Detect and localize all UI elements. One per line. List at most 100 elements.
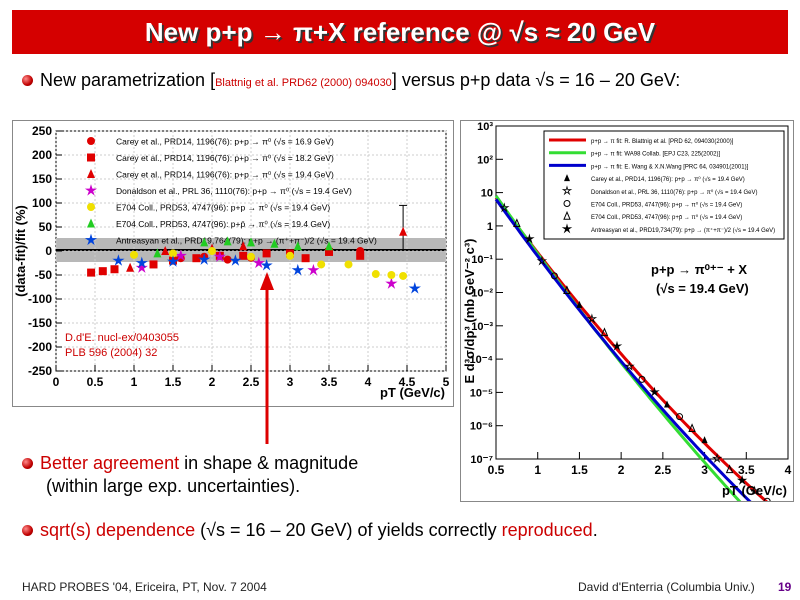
x-tick-label: 3.5 — [738, 463, 755, 477]
marker-triangle-open — [563, 210, 571, 220]
marker-square — [239, 251, 248, 260]
marker-triangle — [153, 248, 162, 258]
intro-suffix: ] versus p+p data √s = 16 – 20 GeV: — [391, 70, 681, 90]
y-tick-label: -50 — [35, 268, 53, 282]
spectrum-annotation-1: p+p → π⁰⁺⁻ + X — [651, 262, 747, 277]
x-tick-label: 1 — [534, 463, 541, 477]
y-tick-label: -100 — [28, 292, 52, 306]
intro-prefix: New parametrization [ — [40, 70, 216, 90]
x-tick-label: 2 — [618, 463, 625, 477]
marker-square — [110, 265, 119, 274]
residual-legend: Carey et al., PRD14, 1196(76): p+p → π⁰ … — [84, 137, 377, 246]
marker-star — [213, 250, 226, 262]
marker-triangle — [87, 169, 95, 178]
marker-triangle-open — [688, 423, 696, 433]
x-tick-label: 3.5 — [321, 375, 338, 389]
residual-ticks: 0 0.5 1 1.5 2 2.5 3 3.5 4 4.5 5 250 200 150 100 50 0 -50 -… — [28, 124, 450, 389]
legend-entry: E704 Coll., PRD53, 4747(96): p+p → π⁰ (√… — [116, 203, 330, 213]
marker-circle — [208, 247, 216, 255]
y-tick-label: 200 — [32, 148, 52, 162]
marker-triangle — [223, 236, 232, 246]
bullet3-highlight2: reproduced — [501, 520, 593, 540]
marker-star — [260, 259, 273, 271]
x-tick-label: 0.5 — [488, 463, 505, 477]
spectrum-plot-panel: 0.5 1 1.5 2 2.5 3 3.5 4 10³ 10² 10 1 10⁻¹ 10⁻² 10⁻³ 10⁻… — [460, 120, 794, 554]
bullet3-highlight: sqrt(s) dependence — [40, 520, 196, 540]
marker-star — [611, 340, 623, 351]
marker-triangle — [200, 237, 209, 247]
marker-square — [301, 254, 310, 263]
legend-entry: Donaldson et al., PRL 36, 1110(76): p+p … — [116, 186, 352, 196]
marker-circle-open — [676, 413, 684, 421]
marker-triangle — [701, 436, 708, 444]
spectrum-ticks: 0.5 1 1.5 2 2.5 3 3.5 4 10³ 10² 10 1 10⁻¹ 10⁻² 10⁻³ 10⁻… — [470, 121, 792, 477]
x-tick-label: 5 — [443, 375, 450, 389]
bullet2-line1: Better agreement in shape & magnitude — [40, 453, 358, 474]
residual-plot-panel: 0 0.5 1 1.5 2 2.5 3 3.5 4 4.5 5 250 200 150 100 50 0 -50 -… — [12, 120, 454, 407]
marker-star — [291, 263, 304, 276]
marker-circle — [247, 252, 255, 261]
marker-circle — [399, 271, 408, 280]
marker-triangle-open — [563, 285, 571, 295]
marker-star — [736, 474, 748, 485]
marker-circle — [387, 271, 396, 279]
marker-square — [87, 153, 95, 162]
footer-right: David d'Enterria (Columbia Univ.) — [578, 580, 755, 594]
spectrum-ylabel: E d³σ/dp³ (mb GeV⁻² c³) — [462, 238, 477, 383]
marker-star — [135, 261, 148, 273]
marker-triangle — [664, 400, 671, 408]
marker-triangle — [325, 241, 333, 251]
marker-star — [166, 255, 180, 267]
slide-title: New p+p → π+X reference @ √s ≈ 20 GeV — [12, 10, 788, 54]
legend-entry: E704 Coll., PRD53, 4747(96): p+p → π⁰ (√… — [591, 202, 742, 209]
marker-square — [98, 267, 107, 276]
marker-triangle — [87, 218, 95, 228]
marker-triangle-open — [725, 464, 734, 474]
marker-star — [536, 255, 548, 266]
marker-triangle — [293, 241, 302, 251]
page-number: 19 — [778, 580, 792, 594]
y-tick-label: 50 — [39, 220, 53, 234]
residual-ylabel: (data-fit)/fit (%) — [13, 205, 28, 297]
spectrum-legend-box — [543, 130, 785, 240]
marker-circle — [371, 270, 380, 279]
marker-star — [112, 254, 125, 266]
marker-triangle-open — [600, 327, 609, 337]
marker-circle — [317, 260, 326, 269]
marker-circle-open — [563, 200, 571, 207]
residual-note-1: D.d'E. nucl-ex/0403055 — [65, 332, 179, 344]
x-tick-label: 1 — [131, 375, 138, 389]
marker-star — [749, 485, 760, 496]
marker-triangle — [576, 300, 583, 308]
legend-entry: p+p → π fit: E. Wang & X.N.Wang [PRC 64,… — [591, 164, 749, 170]
legend-entry: E704 Coll., PRD53, 4747(96): p+p̄ → π⁰ (… — [116, 219, 330, 229]
legend-entry: E704 Coll., PRD53, 4747(96): p+p̄ → π⁰ (… — [591, 214, 742, 221]
legend-entry: Donaldson et al., PRL 36, 1110(76): p+p … — [591, 189, 757, 196]
marker-square — [262, 249, 271, 258]
marker-triangle — [270, 238, 279, 248]
marker-star — [711, 452, 723, 464]
marker-circle — [130, 250, 138, 259]
marker-star — [586, 313, 598, 324]
legend-entry: p+p → π fit: R. Blattnig et al. [PRD 62,… — [591, 139, 734, 145]
marker-star — [624, 360, 635, 371]
marker-star — [84, 233, 98, 246]
x-tick-label: 3 — [287, 375, 294, 389]
marker-star — [499, 202, 510, 213]
x-tick-label: 1.5 — [165, 375, 182, 389]
legend-entry: Carey et al., PRD14, 1196(76): p+p → π⁰ … — [591, 176, 745, 183]
x-tick-label: 2 — [209, 375, 216, 389]
red-arrow — [260, 272, 274, 444]
marker-star — [385, 277, 398, 289]
marker-star — [561, 223, 573, 234]
spectrum-xlabel: pT (GeV/c) — [722, 483, 787, 498]
legend-entry: Carey et al., PRD14, 1196(76): p+p → π⁰ … — [116, 170, 334, 180]
bullet-icon — [22, 458, 33, 469]
marker-star — [174, 249, 187, 261]
marker-star — [84, 184, 98, 196]
residual-grid — [55, 130, 447, 372]
spectrum-annotation-2: (√s = 19.4 GeV) — [656, 281, 749, 296]
marker-square — [87, 268, 96, 277]
marker-circle — [87, 137, 95, 145]
residual-xlabel: pT (GeV/c) — [380, 385, 445, 400]
